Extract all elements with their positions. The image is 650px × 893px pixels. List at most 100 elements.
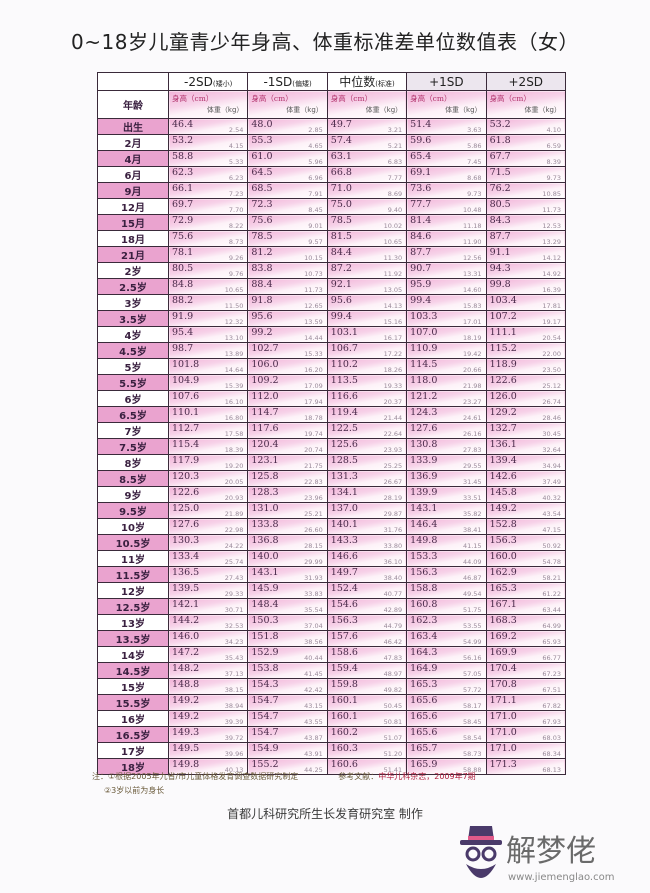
height-value: 80.5 [172,263,194,274]
height-value: 160.1 [330,695,358,706]
weight-value: 16.10 [224,398,244,406]
table-row: 12月 69.7 7.70 72.3 8.45 75.0 9.40 77.7 10.48 80.5… [97,198,567,215]
age-header: 年龄 [97,90,169,119]
value-cell: 160.2 51.07 [326,726,408,743]
height-value: 75.0 [330,199,352,210]
value-cell: 51.4 3.63 [406,118,487,135]
value-cell: 87.7 12.56 [406,246,487,263]
note-prefix: 注： [92,772,108,781]
weight-unit-label: 体重（kg） [206,106,244,114]
height-value: 69.1 [410,167,432,178]
age-cell: 6月 [97,166,169,183]
value-cell: 81.2 10.15 [247,246,328,263]
value-cell: 130.8 27.83 [406,438,487,455]
height-value: 137.0 [330,503,358,514]
value-cell: 158.8 49.54 [406,582,487,599]
weight-value: 8.22 [228,222,244,230]
weight-value: 4.10 [546,126,561,134]
watermark-logo: 解梦佬 www.jiemenglao.com [458,822,648,892]
value-cell: 95.6 13.59 [247,310,328,327]
value-cell: 134.1 28.19 [326,486,408,503]
weight-value: 19.74 [304,430,323,438]
height-value: 115.4 [172,439,200,450]
height-value: 165.6 [410,711,438,722]
weight-value: 25.74 [224,558,244,566]
height-value: 171.0 [489,711,517,722]
weight-value: 8.45 [308,206,323,214]
value-cell: 130.3 24.22 [167,534,249,551]
value-cell: 116.6 20.37 [326,390,408,407]
weight-value: 14.60 [462,286,482,294]
value-cell: 150.3 37.04 [247,614,328,631]
value-cell: 139.9 33.51 [406,486,487,503]
table-row: 14岁 147.2 35.43 152.9 40.44 158.6 47.83 164.3 56… [97,646,567,663]
height-value: 87.7 [489,231,511,242]
column-note: (标准) [375,80,395,88]
height-value: 148.2 [172,663,200,674]
age-cell: 12.5岁 [97,598,169,615]
height-value: 157.6 [330,631,358,642]
value-cell: 120.4 20.74 [247,438,328,455]
height-value: 120.3 [172,471,200,482]
weight-value: 21.75 [304,462,323,470]
weight-value: 29.87 [383,510,403,518]
weight-value: 58.17 [462,702,482,710]
height-unit-label: 身高（cm） [251,94,293,103]
value-cell: 90.7 13.31 [406,262,487,279]
age-cell: 13.5岁 [97,630,169,647]
weight-value: 65.93 [542,638,561,646]
height-value: 146.4 [410,519,438,530]
height-value: 145.9 [251,583,279,594]
table-row: 8岁 117.9 19.20 123.1 21.75 128.5 25.25 133.9 29.… [97,454,567,471]
value-cell: 119.4 21.44 [326,406,408,423]
height-value: 159.4 [330,663,358,674]
blank-corner [97,72,169,91]
table-row: 4月 58.8 5.33 61.0 5.96 63.1 6.83 65.4 7.45 67.7 8.… [97,150,567,167]
weight-value: 38.41 [462,526,482,534]
height-value: 51.4 [410,119,432,130]
weight-value: 29.99 [304,558,323,566]
age-cell: 8.5岁 [97,470,169,487]
height-value: 136.5 [172,567,200,578]
height-value: 128.5 [330,455,358,466]
height-value: 152.4 [330,583,358,594]
weight-value: 3.21 [387,126,403,134]
value-cell: 133.9 29.55 [406,454,487,471]
value-cell: 148.2 37.13 [167,662,249,679]
height-value: 102.7 [251,343,279,354]
weight-value: 10.15 [304,254,323,262]
table-row: 6月 62.3 6.23 64.5 6.96 66.8 7.77 69.1 8.68 71.5 9.… [97,166,567,183]
column-label: -2SD [184,74,213,89]
height-unit-label: 身高（cm） [410,94,452,103]
value-cell: 154.9 43.91 [247,742,328,759]
table-row: 5.5岁 104.9 15.39 109.2 17.09 113.5 19.33 118.0 2… [97,374,567,391]
table-row: 13.5岁 146.0 34.23 151.8 38.56 157.6 46.42 163.4… [97,630,567,647]
unit-header: 身高（cm） 体重（kg） [485,90,567,119]
value-cell: 156.3 44.79 [326,614,408,631]
note-1: ①根据2005年九省/市儿童体格发育调查数据研究制定 [108,772,299,781]
value-cell: 122.5 22.64 [326,422,408,439]
table-row: 10岁 127.6 22.98 133.8 26.60 140.1 31.76 146.4 38… [97,518,567,535]
weight-value: 51.41 [383,766,403,774]
height-value: 136.1 [489,439,517,450]
weight-value: 67.51 [542,686,561,694]
table-row: 3.5岁 91.9 12.32 95.6 13.59 99.4 15.16 103.3 17.0… [97,310,567,327]
age-cell: 6.5岁 [97,406,169,423]
value-cell: 110.2 18.26 [326,358,408,375]
value-cell: 128.5 25.25 [326,454,408,471]
reference-label: 参考文献： [338,772,379,781]
value-cell: 118.0 21.98 [406,374,487,391]
weight-value: 37.13 [224,670,244,678]
height-value: 95.9 [410,279,432,290]
height-value: 165.6 [410,727,438,738]
height-value: 170.8 [489,679,517,690]
height-value: 94.3 [489,263,511,274]
weight-value: 58.73 [462,750,482,758]
height-value: 147.2 [172,647,200,658]
height-value: 83.8 [251,263,273,274]
value-cell: 59.6 5.86 [406,134,487,151]
value-cell: 76.2 10.85 [485,182,567,199]
value-cell: 144.2 32.53 [167,614,249,631]
value-cell: 148.4 35.54 [247,598,328,615]
page-title: 0~18岁儿童青少年身高、体重标准差单位数值表（女） [71,30,579,54]
